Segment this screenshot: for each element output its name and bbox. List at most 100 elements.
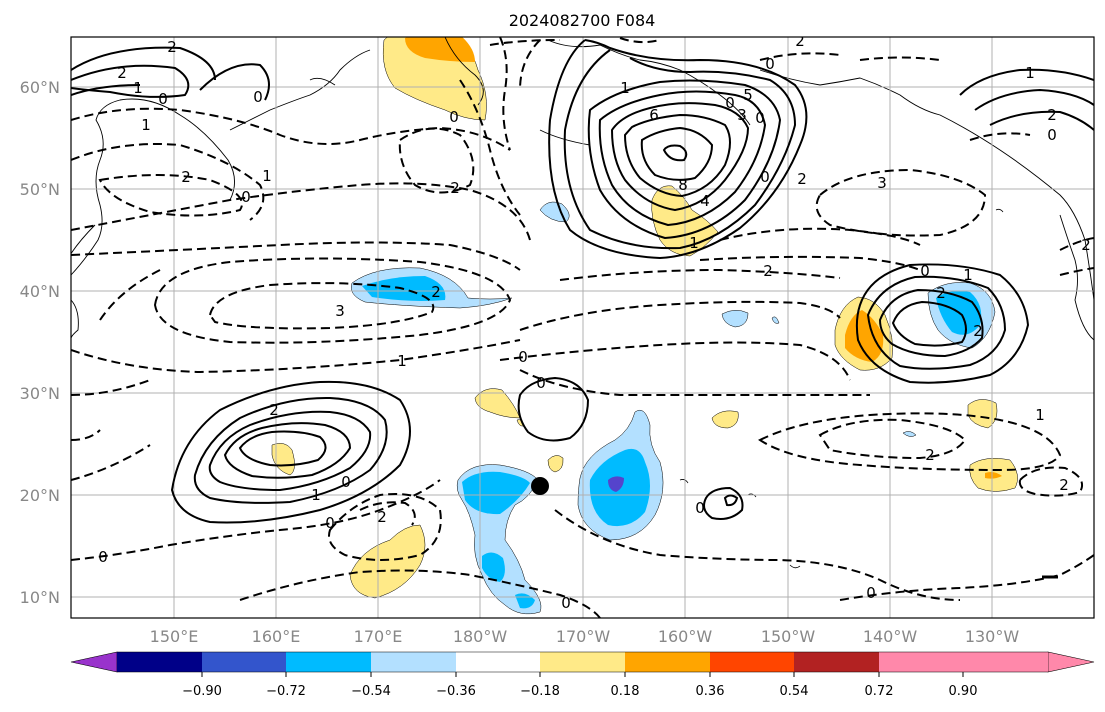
- contour-label: 0: [449, 108, 459, 126]
- contour-label: 1: [620, 79, 630, 97]
- contour-label: 1: [141, 116, 151, 134]
- colorbar-tick-label: 0.54: [780, 684, 809, 699]
- coastlines: [71, 37, 1094, 341]
- colorbar-segment: [202, 652, 286, 672]
- contour-label: 0: [518, 348, 528, 366]
- contour-label: 1: [133, 79, 143, 97]
- colorbar-tick-label: −0.54: [351, 684, 391, 699]
- contour-label: 0: [725, 94, 735, 112]
- lon-label: 160°W: [658, 627, 713, 646]
- contour-label: 0: [536, 374, 546, 392]
- contour-label: 3: [877, 174, 887, 192]
- contour-label: 0: [325, 514, 335, 532]
- colorbar-segment: [117, 652, 202, 672]
- contour-label: 2: [925, 446, 935, 464]
- colorbar-segment: [286, 652, 371, 672]
- contour-label: 1: [689, 234, 699, 252]
- contour-label: 3: [335, 302, 345, 320]
- latitude-labels: 60°N 50°N 40°N 30°N 20°N 10°N: [20, 78, 60, 607]
- colorbar-ticks: [201, 672, 964, 677]
- contour-label: 0: [241, 188, 251, 206]
- contour-label: 2: [450, 179, 460, 197]
- lon-label: 170°E: [354, 627, 403, 646]
- contour-label: 3: [737, 106, 747, 124]
- contour-label: 0: [695, 499, 705, 517]
- contour-label: 0: [755, 109, 765, 127]
- contour-labels: 2 2 1 0 0 1 1 2 0 2 0 2 0 1 6 5 3 8 4 1 …: [98, 32, 1091, 612]
- colorbar-tick-label: −0.18: [520, 684, 560, 699]
- colorbar-segment: [456, 652, 540, 672]
- lon-label: 170°W: [556, 627, 611, 646]
- colorbar-segment: [540, 652, 625, 672]
- contour-label: 2: [1047, 106, 1057, 124]
- contour-label: 0: [765, 55, 775, 73]
- contour-label: 0: [158, 90, 168, 108]
- lat-label: 40°N: [20, 282, 60, 301]
- colorbar-segment: [371, 652, 456, 672]
- colorbar-tick-label: −0.72: [266, 684, 306, 699]
- colorbar-segment: [794, 652, 879, 672]
- contour-label: 2: [936, 284, 946, 302]
- contour-label: 0: [98, 548, 108, 566]
- lat-label: 10°N: [20, 588, 60, 607]
- contour-label: 2: [269, 401, 279, 419]
- colorbar-segment: [963, 652, 1048, 672]
- lon-label: 180°W: [453, 627, 508, 646]
- location-marker: [531, 477, 549, 495]
- contour-label: 0: [920, 262, 930, 280]
- contour-label: 5: [743, 86, 753, 104]
- negative-contours: [71, 37, 1094, 618]
- contour-label: 0: [1047, 126, 1057, 144]
- lat-label: 20°N: [20, 486, 60, 505]
- colorbar-segment: [879, 652, 963, 672]
- map-frame: [70, 36, 1095, 619]
- contour-label: 2: [1081, 236, 1091, 254]
- colorbar-segment: [625, 652, 710, 672]
- contour-label: 0: [760, 168, 770, 186]
- contour-label: 1: [1035, 406, 1045, 424]
- contour-label: 2: [763, 262, 773, 280]
- colorbar-tick-label: 0.36: [696, 684, 725, 699]
- lat-label: 60°N: [20, 78, 60, 97]
- lon-label: 160°E: [252, 627, 301, 646]
- contour-label: 0: [866, 584, 876, 602]
- contour-label: 2: [167, 38, 177, 56]
- colorbar-tick-label: 0.18: [611, 684, 640, 699]
- contour-label: 8: [678, 176, 688, 194]
- colorbar: −0.90 −0.72 −0.54 −0.36 −0.18 0.18 0.36 …: [70, 651, 1095, 699]
- lon-label: 140°W: [863, 627, 918, 646]
- contour-label: 2: [797, 170, 807, 188]
- positive-contours: [71, 39, 1094, 524]
- colorbar-tick-label: −0.36: [436, 684, 476, 699]
- contour-label: 2: [181, 168, 191, 186]
- contour-label: 1: [963, 266, 973, 284]
- contour-label: 2: [377, 508, 387, 526]
- contour-label: 1: [1025, 64, 1035, 82]
- contour-label: 0: [561, 594, 571, 612]
- contour-label: 4: [700, 192, 710, 210]
- lon-label: 150°W: [761, 627, 816, 646]
- colorbar-tick-label: 0.72: [865, 684, 894, 699]
- map-title: 2024082700 F084: [509, 11, 656, 30]
- colorbar-extend-max: [1047, 651, 1095, 673]
- colorbar-extend-min: [70, 651, 118, 673]
- contour-label: 2: [973, 322, 983, 340]
- contour-label: 1: [262, 167, 272, 185]
- colorbar-tick-label: −0.90: [182, 684, 222, 699]
- contour-label: 1: [311, 486, 321, 504]
- colorbar-segment: [710, 652, 794, 672]
- longitude-labels: 150°E 160°E 170°E 180°W 170°W 160°W 150°…: [150, 627, 1020, 646]
- lat-label: 30°N: [20, 384, 60, 403]
- lon-label: 130°W: [965, 627, 1020, 646]
- contour-label: 2: [795, 32, 805, 50]
- contour-label: 1: [397, 352, 407, 370]
- contour-label: 6: [649, 106, 659, 124]
- colorbar-tick-label: 0.90: [949, 684, 978, 699]
- contour-label: 2: [117, 64, 127, 82]
- contour-label: 2: [1059, 476, 1069, 494]
- lon-label: 150°E: [150, 627, 199, 646]
- map-area: 2 2 1 0 0 1 1 2 0 2 0 2 0 1 6 5 3 8 4 1 …: [71, 32, 1094, 618]
- lat-label: 50°N: [20, 180, 60, 199]
- contour-label: 0: [341, 473, 351, 491]
